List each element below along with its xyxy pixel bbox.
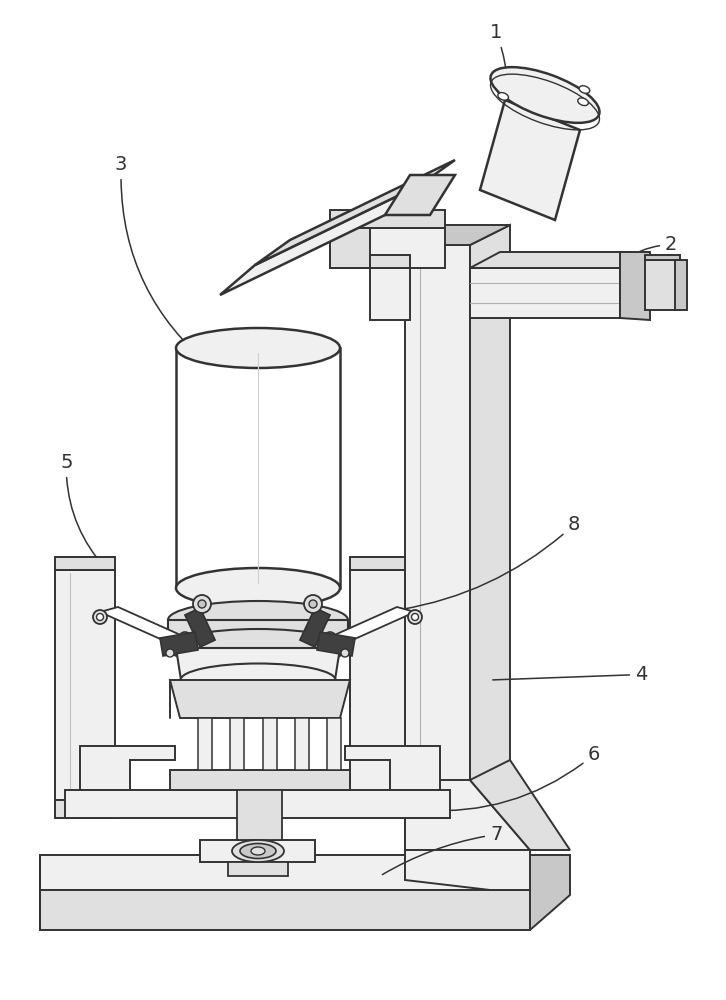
Polygon shape xyxy=(255,160,455,265)
Polygon shape xyxy=(300,608,330,647)
Ellipse shape xyxy=(309,600,317,608)
Ellipse shape xyxy=(198,600,206,608)
Polygon shape xyxy=(55,557,115,570)
Polygon shape xyxy=(370,255,410,268)
Polygon shape xyxy=(350,557,405,570)
Ellipse shape xyxy=(168,629,348,667)
Polygon shape xyxy=(620,252,650,320)
Ellipse shape xyxy=(579,86,590,93)
Polygon shape xyxy=(327,718,341,770)
Ellipse shape xyxy=(341,649,349,657)
Ellipse shape xyxy=(251,847,265,855)
Polygon shape xyxy=(65,790,450,818)
Ellipse shape xyxy=(181,664,335,696)
Ellipse shape xyxy=(176,568,340,608)
Ellipse shape xyxy=(166,649,174,657)
Polygon shape xyxy=(405,800,450,818)
Polygon shape xyxy=(55,570,115,800)
Text: 2: 2 xyxy=(601,235,677,290)
Polygon shape xyxy=(330,228,445,268)
Polygon shape xyxy=(645,255,680,260)
Polygon shape xyxy=(405,850,530,890)
Polygon shape xyxy=(490,855,570,930)
Polygon shape xyxy=(470,252,650,268)
Polygon shape xyxy=(55,800,115,818)
Ellipse shape xyxy=(408,610,422,624)
Ellipse shape xyxy=(240,844,276,858)
Polygon shape xyxy=(405,245,470,860)
Ellipse shape xyxy=(491,67,600,123)
Text: 7: 7 xyxy=(383,825,502,875)
Text: 1: 1 xyxy=(481,23,508,186)
Ellipse shape xyxy=(498,93,508,100)
Polygon shape xyxy=(200,840,315,862)
Ellipse shape xyxy=(93,610,107,624)
Text: 5: 5 xyxy=(60,453,105,568)
Polygon shape xyxy=(170,770,350,790)
Text: 8: 8 xyxy=(401,515,580,610)
Polygon shape xyxy=(263,718,277,770)
Ellipse shape xyxy=(304,595,322,613)
Ellipse shape xyxy=(412,613,418,620)
Polygon shape xyxy=(470,760,570,850)
Polygon shape xyxy=(185,608,215,647)
Polygon shape xyxy=(330,228,370,268)
Polygon shape xyxy=(345,746,440,790)
Polygon shape xyxy=(330,607,415,642)
Polygon shape xyxy=(230,718,244,770)
Text: 3: 3 xyxy=(115,155,213,368)
Polygon shape xyxy=(480,100,580,220)
Polygon shape xyxy=(295,718,309,770)
Polygon shape xyxy=(385,175,455,215)
Text: 4: 4 xyxy=(493,665,648,684)
Ellipse shape xyxy=(324,632,336,644)
Polygon shape xyxy=(40,890,530,930)
Polygon shape xyxy=(40,855,530,890)
Polygon shape xyxy=(160,632,198,656)
Polygon shape xyxy=(170,680,350,718)
Bar xyxy=(675,260,687,310)
Polygon shape xyxy=(198,718,212,770)
Ellipse shape xyxy=(578,98,588,106)
Text: 6: 6 xyxy=(423,745,600,811)
Polygon shape xyxy=(228,862,288,876)
Ellipse shape xyxy=(168,601,348,639)
Polygon shape xyxy=(317,632,355,656)
Polygon shape xyxy=(80,746,175,790)
Polygon shape xyxy=(350,570,405,800)
Polygon shape xyxy=(470,268,620,318)
Ellipse shape xyxy=(193,595,211,613)
Polygon shape xyxy=(176,348,340,588)
Ellipse shape xyxy=(232,840,284,862)
Ellipse shape xyxy=(97,613,104,620)
Polygon shape xyxy=(405,780,530,850)
Polygon shape xyxy=(370,268,410,320)
Polygon shape xyxy=(176,648,340,680)
Ellipse shape xyxy=(179,632,191,644)
Polygon shape xyxy=(168,620,348,648)
Polygon shape xyxy=(470,225,510,860)
Ellipse shape xyxy=(176,328,340,368)
Polygon shape xyxy=(220,185,420,295)
Polygon shape xyxy=(405,225,510,245)
Polygon shape xyxy=(237,790,282,840)
Polygon shape xyxy=(645,260,680,310)
Polygon shape xyxy=(330,210,445,228)
Polygon shape xyxy=(100,607,185,642)
